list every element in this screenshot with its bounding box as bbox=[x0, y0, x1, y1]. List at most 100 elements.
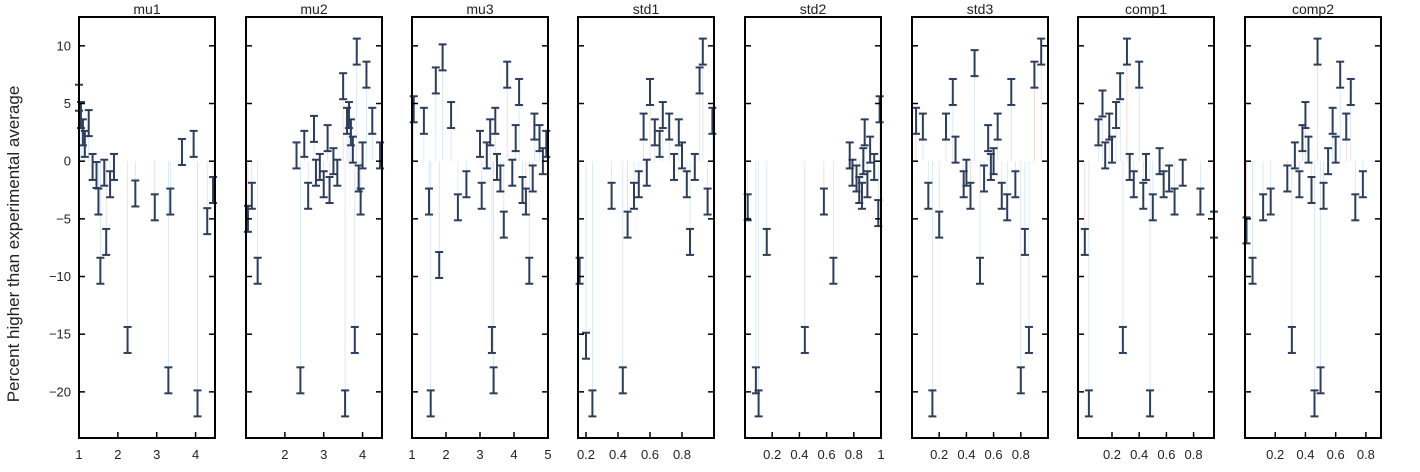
error-bar bbox=[860, 118, 869, 147]
error-bar bbox=[1135, 60, 1144, 89]
error-bar bbox=[976, 256, 984, 285]
error-bar bbox=[984, 124, 993, 153]
panel-std1: 0.2 0.4 0.6 0.8 std1 bbox=[575, 1, 717, 462]
panel-title: std3 bbox=[967, 1, 994, 17]
panel-frame bbox=[245, 16, 383, 439]
error-bar bbox=[1283, 164, 1292, 193]
error-bar bbox=[997, 181, 1006, 210]
error-bar bbox=[503, 60, 512, 89]
error-bar bbox=[1319, 181, 1328, 210]
error-bar bbox=[296, 366, 305, 395]
error-bar bbox=[966, 181, 975, 210]
x-tick-label: 2 bbox=[442, 447, 449, 462]
error-bar bbox=[630, 181, 638, 210]
error-bar bbox=[1101, 141, 1110, 170]
error-bar bbox=[189, 129, 198, 158]
error-bar bbox=[499, 210, 508, 239]
error-bar bbox=[1098, 89, 1107, 118]
x-tick-label: 0.4 bbox=[790, 447, 808, 462]
x-tick-label: 0.6 bbox=[1327, 447, 1345, 462]
x-tick-label: 1 bbox=[75, 447, 82, 462]
error-bar bbox=[292, 141, 301, 170]
error-bar bbox=[1118, 325, 1127, 354]
error-bar bbox=[325, 176, 334, 205]
error-bar bbox=[438, 43, 447, 72]
panel-title: comp1 bbox=[1125, 1, 1167, 17]
y-tick-label: 0 bbox=[64, 154, 71, 169]
error-bar bbox=[508, 158, 517, 187]
panel-std2: 0.2 0.4 0.6 0.8 1 std2 bbox=[743, 1, 885, 462]
error-bar bbox=[912, 106, 921, 135]
panel-frame bbox=[78, 16, 216, 439]
error-bar bbox=[1324, 147, 1333, 176]
error-bar bbox=[528, 164, 537, 193]
error-bar bbox=[453, 193, 462, 222]
panel-frame bbox=[1077, 16, 1215, 439]
error-bar bbox=[521, 187, 530, 216]
panel-comp1: 0.2 0.4 0.6 0.8 comp1 bbox=[1077, 1, 1218, 462]
error-bar bbox=[419, 106, 428, 135]
error-bar bbox=[164, 366, 173, 395]
panel-title: std1 bbox=[633, 1, 660, 17]
error-bar bbox=[1146, 389, 1155, 418]
error-bar bbox=[863, 170, 872, 199]
error-bar bbox=[1148, 193, 1157, 222]
error-bar bbox=[489, 366, 498, 395]
error-bar bbox=[1331, 135, 1340, 164]
error-bar bbox=[698, 37, 707, 66]
error-bar bbox=[935, 210, 944, 239]
error-bar bbox=[1178, 158, 1187, 187]
error-bar bbox=[924, 181, 933, 210]
x-tick-label: 0.8 bbox=[1185, 447, 1203, 462]
error-bar bbox=[1351, 193, 1360, 222]
error-bar bbox=[177, 137, 186, 166]
error-bar bbox=[1287, 325, 1296, 354]
error-bar bbox=[431, 66, 440, 95]
panel-frame bbox=[911, 16, 1049, 439]
error-bar bbox=[358, 141, 367, 170]
error-bar bbox=[1346, 77, 1355, 106]
error-bar bbox=[486, 118, 495, 147]
error-bar bbox=[1037, 37, 1046, 66]
error-bar bbox=[409, 95, 418, 124]
error-bar bbox=[84, 109, 93, 138]
error-bar bbox=[304, 181, 313, 210]
panel-frame bbox=[577, 16, 715, 439]
error-bar bbox=[247, 181, 256, 210]
panel-mu3: 1 2 3 4 5 mu3 bbox=[408, 1, 551, 462]
error-bar bbox=[1259, 193, 1268, 222]
panel-title: mu1 bbox=[133, 1, 160, 17]
error-bar bbox=[1155, 147, 1164, 176]
panel-title: mu3 bbox=[466, 1, 493, 17]
error-bar bbox=[1142, 152, 1150, 181]
error-bar bbox=[695, 66, 704, 95]
error-bar bbox=[607, 181, 616, 210]
error-bar bbox=[1310, 389, 1319, 418]
x-tick-label: 0.8 bbox=[1012, 447, 1030, 462]
error-bar bbox=[348, 135, 357, 164]
error-bar bbox=[94, 187, 103, 216]
error-bar bbox=[993, 112, 1002, 141]
error-bar bbox=[92, 161, 101, 190]
error-bar bbox=[642, 158, 651, 187]
error-bar bbox=[1030, 60, 1039, 89]
error-bars bbox=[743, 95, 884, 418]
error-bar bbox=[1080, 227, 1089, 256]
error-bar bbox=[1139, 181, 1148, 210]
error-bar bbox=[665, 112, 674, 141]
error-bar bbox=[315, 152, 324, 181]
x-tick-label: 2 bbox=[281, 447, 288, 462]
error-bar bbox=[368, 106, 377, 135]
error-bar bbox=[634, 170, 643, 199]
panel-comp2: 0.2 0.4 0.6 0.8 comp2 bbox=[1242, 1, 1382, 462]
x-tick-label: 0.2 bbox=[930, 447, 948, 462]
error-bar bbox=[1129, 170, 1138, 199]
error-bar bbox=[102, 227, 111, 256]
error-bars bbox=[912, 37, 1046, 418]
error-bar bbox=[942, 112, 950, 141]
error-bars bbox=[1242, 37, 1367, 418]
error-bar bbox=[686, 227, 694, 256]
x-tick-label: 0.6 bbox=[641, 447, 659, 462]
error-bar bbox=[1266, 187, 1275, 216]
error-bar bbox=[253, 256, 262, 285]
